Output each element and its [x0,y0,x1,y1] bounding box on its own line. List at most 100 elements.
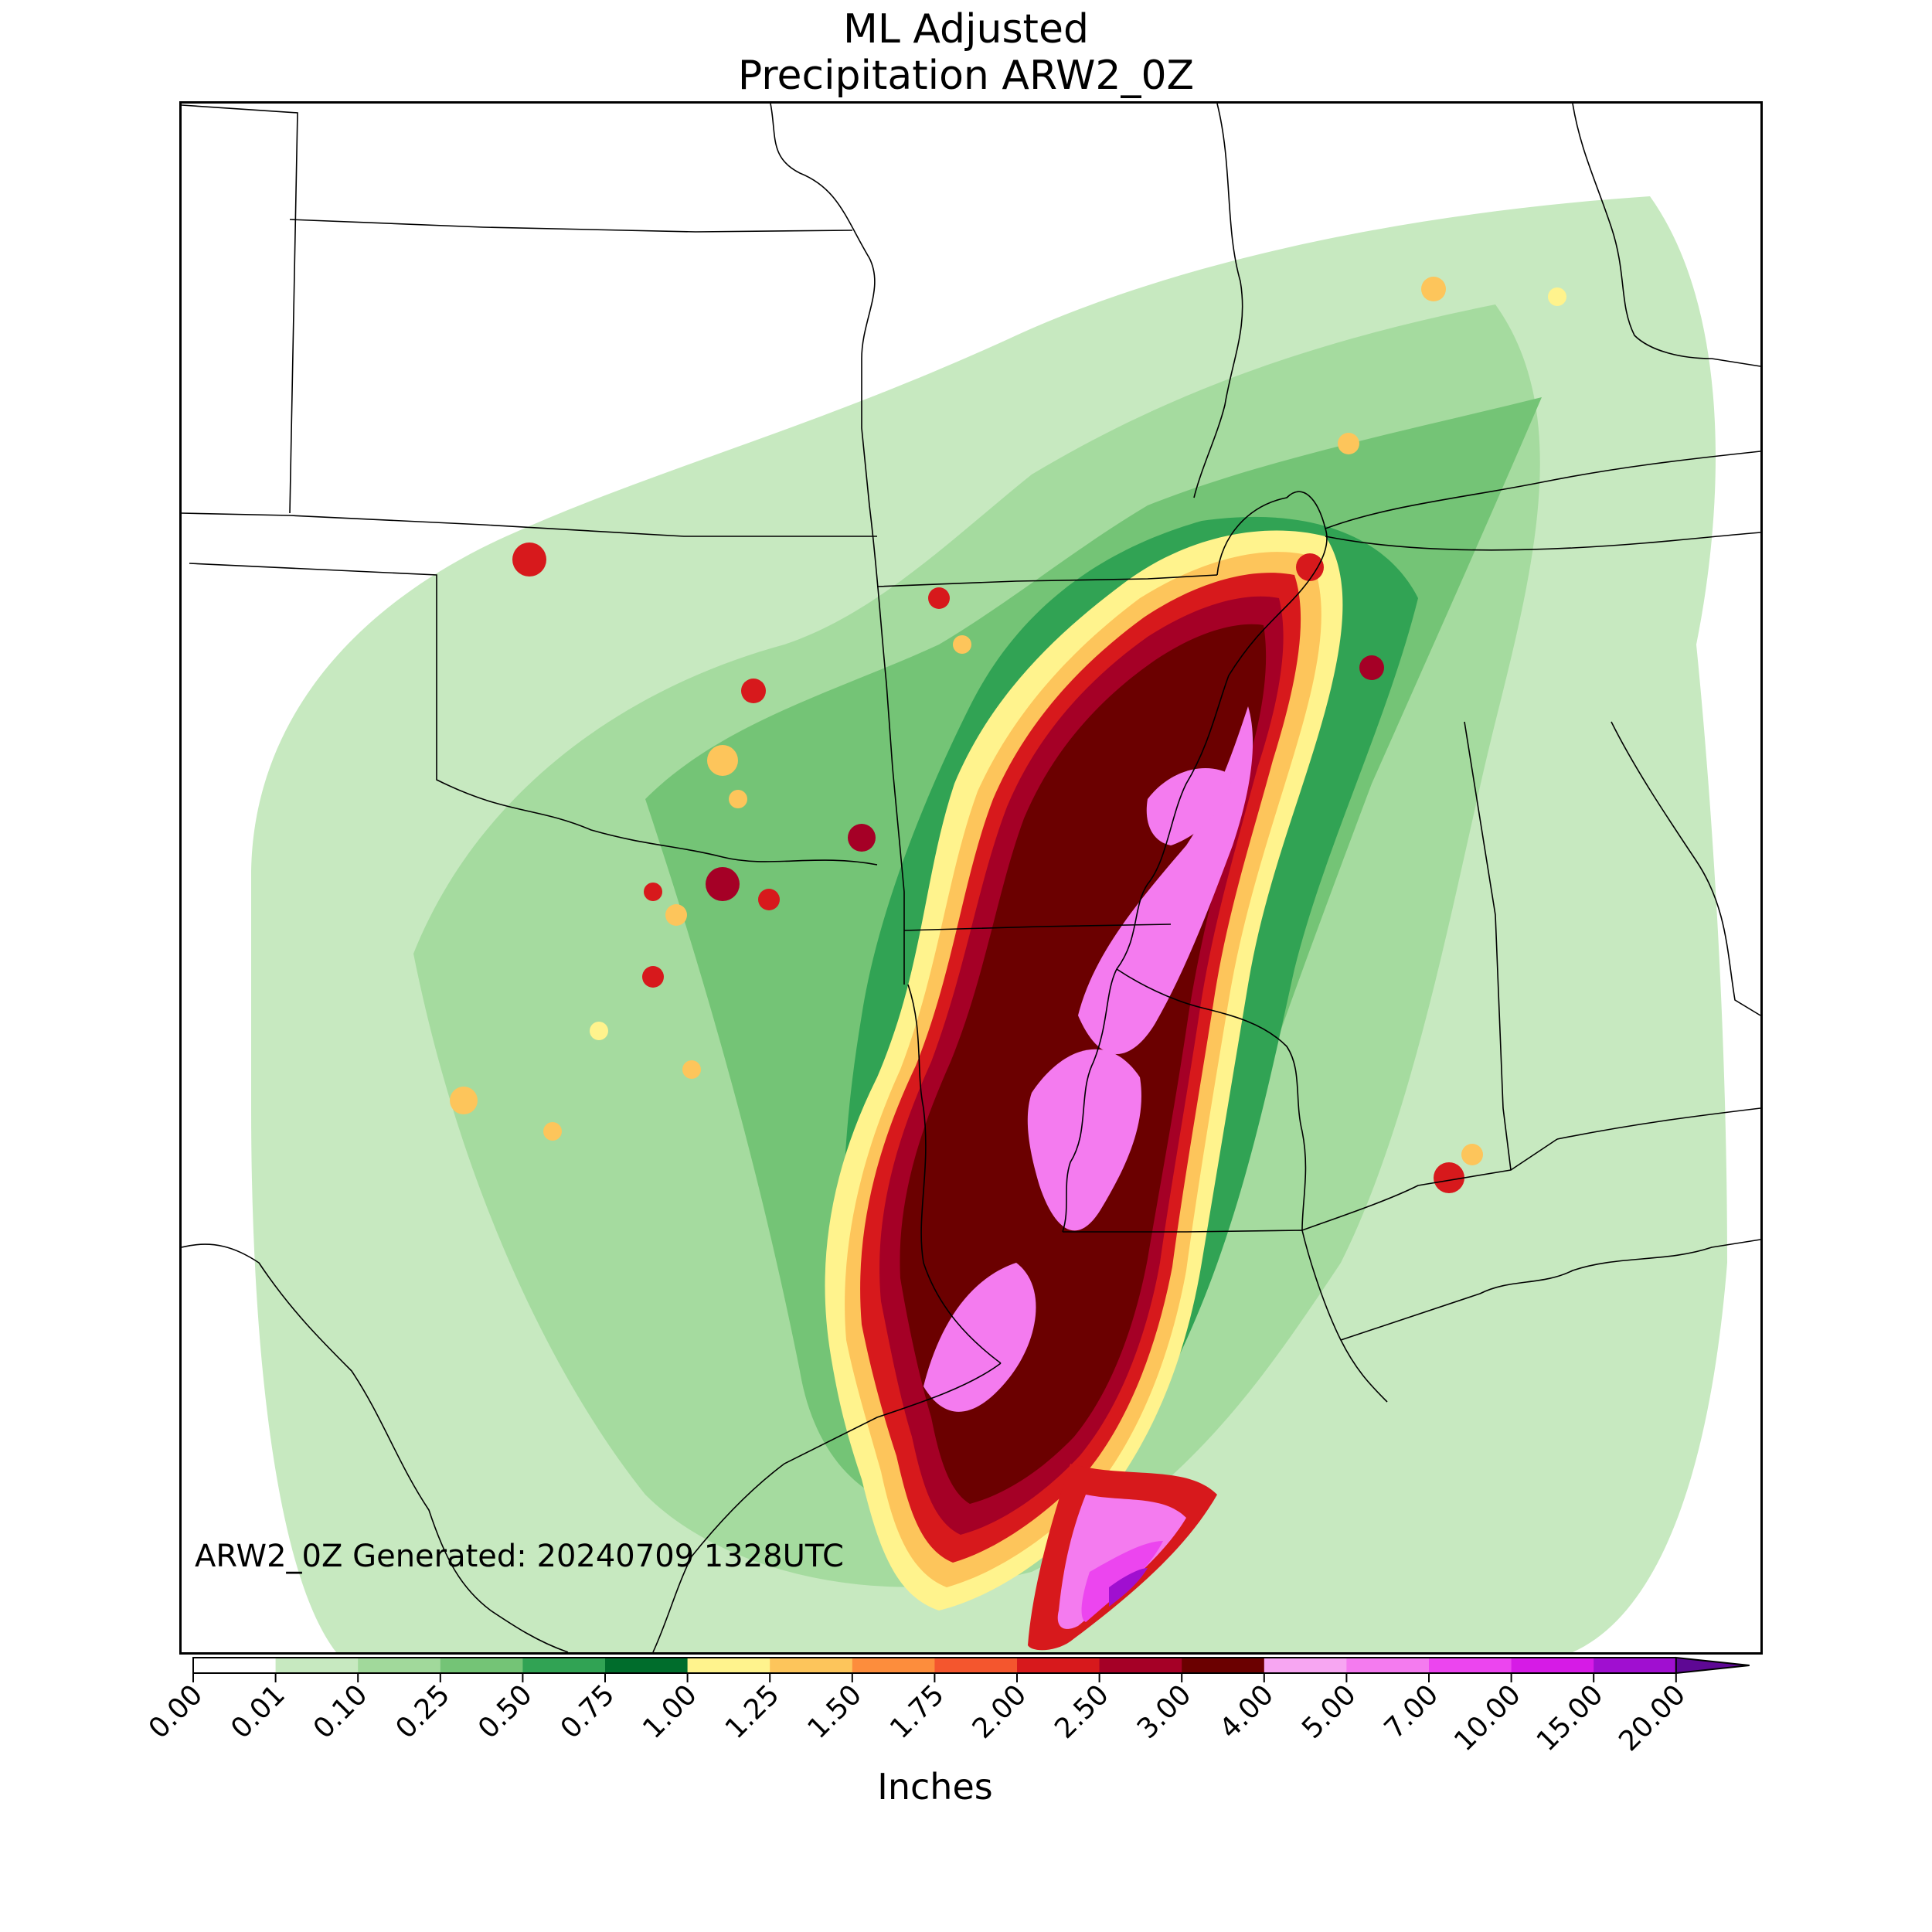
boundary-line [1063,1230,1388,1403]
precip-cell [707,745,738,776]
colorbar-tick-label: 20.00 [1613,1679,1692,1757]
colorbar-tick-label: 0.25 [389,1679,456,1745]
colorbar-segment [1594,1658,1677,1673]
generated-stamp: ARW2_0Z Generated: 20240709 1328UTC [195,1539,844,1574]
colorbar-tick-label: 1.25 [719,1679,786,1745]
precipitation-map [179,101,1763,1655]
boundary-line [1556,1107,1760,1140]
colorbar-tick-label: 0.50 [472,1679,539,1745]
precip-cell [1359,655,1384,680]
colorbar-segment [687,1658,770,1673]
precip-cell [682,1060,701,1079]
precip-pink-area [1078,706,1253,1054]
precip-pink-area [1027,1049,1141,1231]
boundary-line [869,505,905,985]
colorbar-segment [770,1658,853,1673]
colorbar-units-label: Inches [877,1766,993,1808]
colorbar-tick-label: 0.01 [225,1679,291,1745]
boundary-line [770,104,876,506]
boundary-line [1325,451,1760,529]
colorbar-segment [1511,1658,1594,1673]
colorbar-ticks [192,1673,1677,1682]
precip-cell [512,543,546,577]
colorbar-segment [275,1658,359,1673]
precip-cell [590,1022,608,1040]
map-title-line2: Precipitation ARW2_0Z [737,53,1195,99]
colorbar-tick-label: 2.50 [1049,1679,1115,1745]
precip-cell [848,824,876,852]
colorbar-segment [1017,1658,1100,1673]
precip-cell [1421,277,1446,301]
precip-cell [1434,1162,1464,1193]
colorbar-tick-label: 15.00 [1531,1679,1610,1757]
boundary-line [182,1243,569,1652]
colorbar-segment [1429,1658,1512,1673]
colorbar-outline [192,1657,1676,1674]
precip-cell [729,790,747,808]
colorbar-tick-label: 1.50 [801,1679,868,1745]
colorbar-tick-label: 2.00 [967,1679,1033,1745]
colorbar-tick-label: 1.00 [637,1679,703,1745]
boundary-line [1062,491,1328,1233]
boundary-line [182,104,298,514]
state-boundaries [182,104,1760,1652]
precip-cell [1548,287,1566,306]
colorbar-tick-label: 0.00 [143,1679,209,1745]
colorbar-segment [1264,1658,1347,1673]
colorbar-tick-label: 0.10 [308,1679,374,1745]
boundary-line [182,512,877,537]
colorbar-segment [934,1658,1018,1673]
boundary-line [903,923,1172,931]
boundary-line [907,984,1002,1364]
boundary-line [876,574,1218,587]
colorbar-segment [522,1658,606,1673]
colorbar-tick-label: 0.75 [555,1679,621,1745]
colorbar-segment [1346,1658,1430,1673]
colorbar-tick-label: 7.00 [1379,1679,1445,1745]
boundary-line [1325,532,1760,551]
precip-shading [251,196,1727,1652]
precip-cell [1338,433,1359,454]
colorbar-tick-label: 4.00 [1213,1679,1280,1745]
boundary-line [289,219,853,233]
precip-cell [741,679,766,703]
precip-cell [928,587,950,609]
precip-cell [644,883,662,901]
precip-tail-area [1109,1568,1148,1607]
colorbar-tick-label: 10.00 [1448,1679,1527,1757]
boundary-line [1116,968,1307,1231]
colorbar-tick-label: 5.00 [1296,1679,1362,1745]
colorbar-segment [440,1658,523,1673]
precip-cell [642,966,664,988]
boundary-line [1611,721,1760,1016]
precip-cell [543,1122,562,1141]
boundary-line [1301,1138,1558,1231]
colorbar-segment [605,1658,689,1673]
map-title-line1: ML Adjusted [843,6,1089,53]
colorbar-segments [192,1656,1750,1675]
colorbar-tick-labels: 0.00 0.01 0.10 0.25 0.50 0.75 1.00 1.25 1.50 1.75… [143,1679,1692,1757]
precipitation-field [182,104,1760,1652]
precip-pink-area [1146,768,1233,845]
boundary-line [1464,721,1512,1171]
boundary-line [1572,104,1760,367]
colorbar-tick-label: 1.75 [884,1679,951,1745]
precip-cell [706,867,740,901]
colorbar-segment [852,1658,935,1673]
precip-cell [1296,553,1324,581]
colorbar-tick-label: 3.00 [1131,1679,1198,1745]
boundary-line [1340,1239,1760,1341]
boundary-line [652,1362,1002,1652]
boundary-line [1193,104,1243,498]
precip-cell [1461,1144,1483,1165]
colorbar-segment [1099,1658,1182,1673]
precip-cell [450,1087,478,1114]
colorbar-segment [193,1658,277,1673]
colorbar-extend-arrow [1675,1656,1750,1675]
colorbar-segment [358,1658,441,1673]
boundary-line [189,563,878,866]
precip-pink-area [923,1263,1036,1412]
colorbar-segment [1182,1658,1265,1673]
precip-cell [665,904,687,926]
precip-cell [953,635,971,654]
